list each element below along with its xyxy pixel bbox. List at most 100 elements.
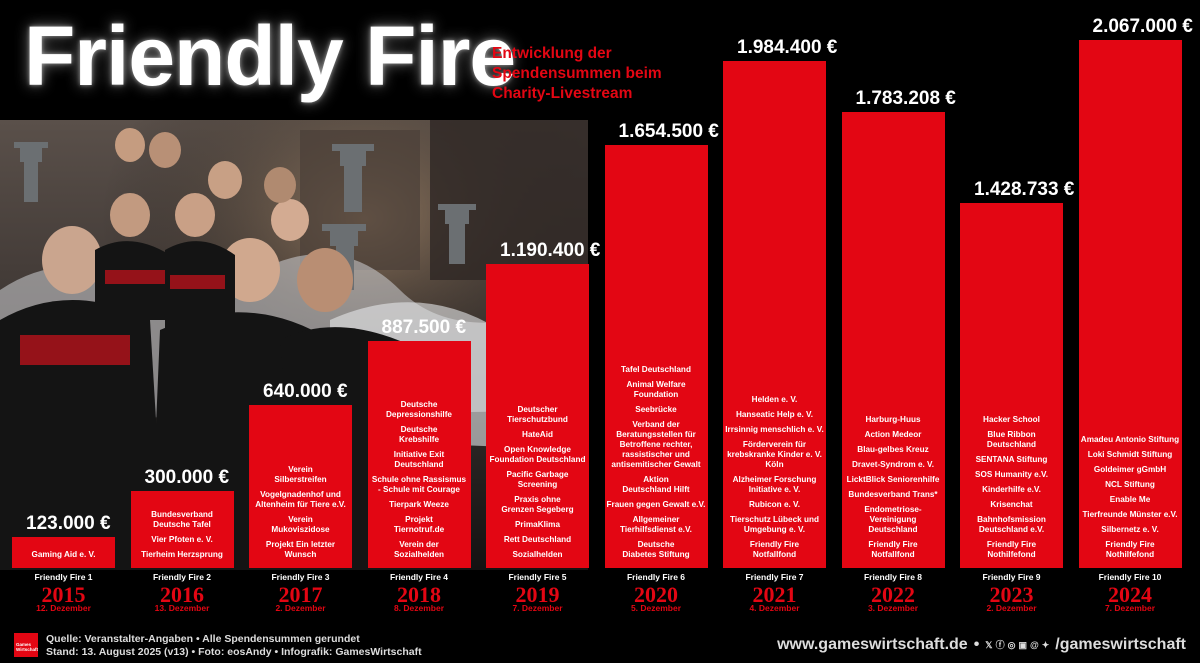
- organization-item: LicktBlick Seniorenhilfe: [846, 474, 940, 484]
- organization-item: Hanseatic Help e. V.: [735, 409, 814, 419]
- organization-item: NCL Stiftung: [1105, 480, 1155, 489]
- bar-2019: [486, 263, 589, 568]
- organization-item: Projekt Tiernotruf.de: [393, 514, 445, 534]
- page-subtitle: Entwicklung der Spendensummen beim Chari…: [492, 44, 692, 104]
- organization-item: Verein der Sozialhelden: [393, 539, 445, 559]
- value-label-2016: 300.000 €: [144, 467, 230, 489]
- website-link[interactable]: www.gameswirtschaft.de: [777, 636, 968, 653]
- organization-item: Tierfreunde Münster e.V.: [1082, 510, 1178, 519]
- organization-item: SOS Humanity e.V.: [975, 469, 1048, 479]
- organization-item: Friendly Fire Notfallfond: [749, 539, 800, 559]
- year-label-2024: 2024: [1108, 582, 1152, 607]
- x-icon[interactable]: 𝕏: [985, 639, 993, 650]
- organization-item: Tierpark Weeze: [389, 499, 449, 509]
- date-label-2023: 2. Dezember: [986, 603, 1037, 613]
- organization-list-2015: Gaming Aid e. V.: [14, 541, 113, 560]
- value-label-2018: 887.500 €: [381, 317, 467, 339]
- organization-item: Praxis ohne Grenzen Segeberg: [501, 494, 574, 514]
- linkedin-icon[interactable]: ▣: [1018, 639, 1027, 650]
- organization-item: Vogelgnadenhof und Altenheim für Tiere e…: [255, 489, 346, 509]
- year-label-2022: 2022: [871, 582, 915, 607]
- bar-2015: [12, 536, 115, 568]
- value-label-2020: 1.654.500 €: [618, 121, 719, 143]
- value-label-2015: 123.000 €: [26, 512, 111, 534]
- organization-item: Tierheim Herzsprung: [141, 549, 223, 559]
- year-label-2018: 2018: [397, 582, 441, 607]
- organization-item: Goldeimer gGmbH: [1093, 465, 1167, 474]
- organization-item: Dravet-Syndrom e. V.: [851, 459, 935, 469]
- organization-item: Friendly Fire Nothilfefond: [986, 539, 1037, 559]
- organization-item: Action Medeor: [864, 429, 922, 439]
- event-label-2023: Friendly Fire 9: [982, 572, 1041, 582]
- organization-item: Deutsche Diabetes Stiftung: [622, 539, 690, 559]
- organization-item: Blue Ribbon Deutschland: [986, 429, 1037, 449]
- date-label-2015: 12. Dezember: [36, 603, 91, 613]
- event-label-2016: Friendly Fire 2: [152, 572, 212, 582]
- organization-item: Bundesverband Deutsche Tafel: [151, 509, 213, 529]
- organization-item: Irrsinnig menschlich e. V.: [725, 424, 824, 434]
- year-label-2017: 2017: [278, 582, 323, 607]
- date-label-2022: 3. Dezember: [867, 603, 919, 613]
- organization-item: Gaming Aid e. V.: [31, 549, 96, 559]
- subtitle-line-2: Spendensummen beim: [492, 65, 662, 82]
- value-label-2022: 1.783.208 €: [855, 88, 956, 110]
- organization-item: Vier Pfoten e. V.: [151, 534, 213, 544]
- organization-item: Helden e. V.: [751, 394, 798, 404]
- event-label-2015: Friendly Fire 1: [34, 572, 93, 582]
- event-label-2021: Friendly Fire 7: [745, 572, 804, 582]
- event-label-2017: Friendly Fire 3: [271, 572, 330, 582]
- social-handle: /gameswirtschaft: [1055, 636, 1186, 653]
- organization-item: Endometriose- Vereinigung Deutschland: [864, 504, 922, 534]
- separator: •: [973, 636, 980, 653]
- date-label-2017: 2. Dezember: [275, 603, 326, 613]
- status-note: Stand: 13. August 2025 (v13) • Foto: eos…: [46, 646, 422, 658]
- year-label-2016: 2016: [160, 582, 204, 607]
- organization-list-2022: Harburg-Huus Action Medeor Blau-gelbes Kre…: [844, 116, 943, 560]
- bar-2017: [249, 404, 352, 568]
- year-label-2023: 2023: [989, 582, 1034, 607]
- year-label-2019: 2019: [515, 582, 560, 607]
- organization-item: Open Knowledge Foundation Deutschland: [489, 444, 586, 464]
- organization-item: Rubicon e. V.: [748, 499, 801, 509]
- date-label-2024: 7. Dezember: [1104, 603, 1156, 613]
- organization-list-2018: Deutsche Depressionshilfe Deutsche Krebsh…: [370, 345, 469, 560]
- event-label-2024: Friendly Fire 10: [1098, 572, 1162, 582]
- organization-item: Bahnhofsmission Deutschland e.V.: [977, 514, 1046, 534]
- date-label-2021: 4. Dezember: [749, 603, 800, 613]
- organization-item: Deutsche Depressionshilfe: [386, 399, 452, 419]
- threads-icon[interactable]: @: [1029, 639, 1039, 650]
- bar-2024: [1078, 40, 1182, 568]
- organization-item: Blau-gelbes Kreuz: [857, 444, 929, 454]
- value-label-2024: 2.067.000 €: [1092, 16, 1193, 37]
- value-label-2021: 1.984.400 €: [737, 37, 838, 59]
- organization-item: PrimaKlima: [514, 519, 561, 529]
- value-label-2019: 1.190.400 €: [500, 239, 601, 261]
- organization-item: Hacker School: [983, 414, 1040, 424]
- year-label-2020: 2020: [634, 582, 678, 607]
- organization-list-2023: Hacker School Blue Ribbon Deutschland SENT…: [962, 207, 1061, 560]
- page-title: Friendly Fire: [24, 9, 516, 103]
- value-label-2023: 1.428.733 €: [974, 179, 1075, 201]
- bar-2020: [604, 145, 708, 568]
- bar-2022: [841, 112, 945, 568]
- year-label-2015: 2015: [41, 582, 86, 607]
- organization-item: Enable Me: [1109, 495, 1151, 504]
- organization-item: Seebrücke: [635, 404, 677, 414]
- facebook-icon[interactable]: ⓕ: [995, 639, 1005, 650]
- organization-item: Deutscher Tierschutzbund: [507, 404, 568, 424]
- organization-item: Tierschutz Lübeck und Umgebung e. V.: [729, 514, 819, 534]
- organization-item: Bundesverband Trans*: [848, 489, 938, 499]
- organization-item: Aktion Deutschland Hilft: [622, 474, 690, 494]
- footer-links: www.gameswirtschaft.de • 𝕏 ⓕ ◎ ▣ @ ✦ /ga…: [777, 636, 1186, 654]
- organization-item: Tafel Deutschland: [621, 364, 691, 374]
- organization-item: Sozialhelden: [512, 549, 563, 559]
- date-label-2016: 13. Dezember: [154, 603, 210, 613]
- organization-item: Schule ohne Rassismus - Schule mit Coura…: [371, 474, 467, 494]
- bluesky-icon[interactable]: ✦: [1041, 639, 1050, 650]
- organization-item: Silbernetz e. V.: [1101, 525, 1159, 534]
- organization-item: SENTANA Stiftung: [975, 454, 1048, 464]
- footer-credits: Games Wirtschaft Quelle: Veranstalter-An…: [14, 633, 422, 659]
- year-label-2021: 2021: [752, 582, 797, 607]
- date-label-2019: 7. Dezember: [512, 603, 563, 613]
- instagram-icon[interactable]: ◎: [1007, 639, 1016, 650]
